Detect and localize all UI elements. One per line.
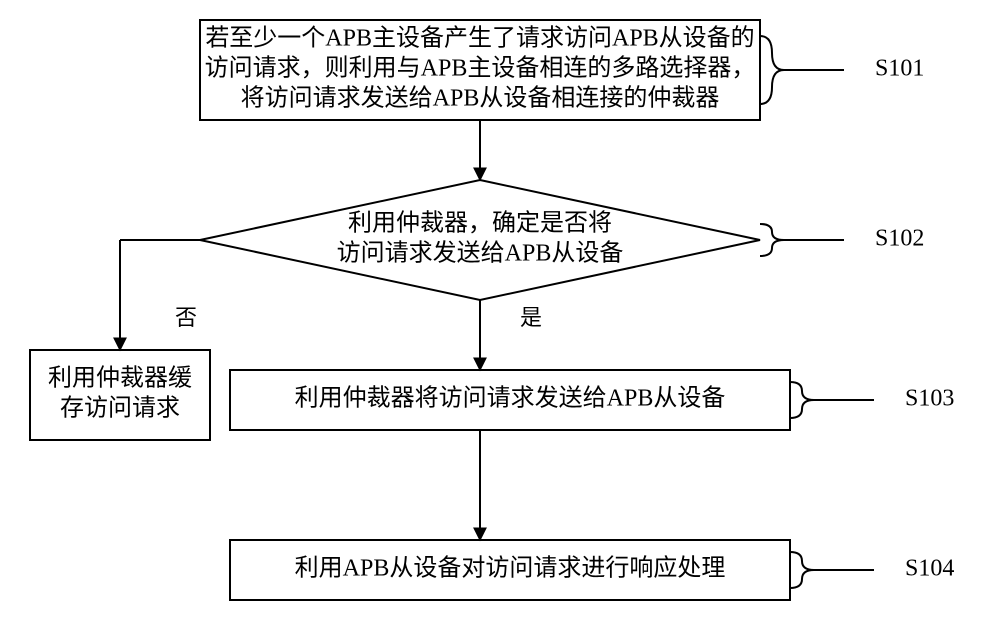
step-label: S104	[905, 556, 954, 582]
node-text-line: 利用APB从设备对访问请求进行响应处理	[295, 555, 726, 582]
step-brace	[790, 552, 814, 588]
step-brace	[760, 36, 784, 104]
node-text-line: 若至少一个APB主设备产生了请求访问APB从设备的	[205, 25, 754, 52]
node-text-line: 访问请求，则利用与APB主设备相连的多路选择器，	[205, 55, 756, 82]
step-brace	[790, 382, 814, 418]
node-text-line: 利用仲裁器将访问请求发送给APB从设备	[295, 385, 726, 412]
node-text-line: 访问请求发送给APB从设备	[337, 240, 624, 267]
node-text-line: 存访问请求	[60, 395, 180, 422]
edge-label: 是	[520, 305, 542, 330]
step-label: S103	[905, 386, 954, 412]
node-text-line: 利用仲裁器，确定是否将	[348, 210, 612, 237]
step-label: S101	[875, 56, 924, 82]
node-text-line: 将访问请求发送给APB从设备相连接的仲裁器	[241, 85, 720, 112]
step-label: S102	[875, 226, 924, 252]
step-brace	[760, 224, 784, 256]
edge-label: 否	[175, 305, 197, 330]
node-text-line: 利用仲裁器缓	[48, 365, 192, 392]
